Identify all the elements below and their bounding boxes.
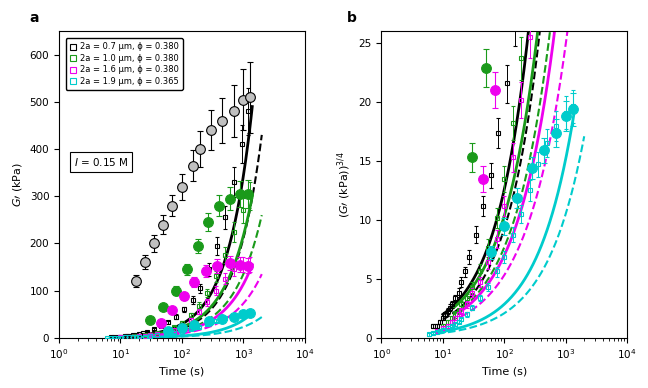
Text: b: b — [347, 11, 357, 25]
Y-axis label: $G\prime$ (kPa): $G\prime$ (kPa) — [11, 162, 24, 207]
Y-axis label: $(G\prime\ \mathrm{(kPa)})^{3/4}$: $(G\prime\ \mathrm{(kPa)})^{3/4}$ — [335, 151, 353, 218]
Text: a: a — [30, 11, 39, 25]
Legend: 2a = 0.7 μm, ϕ = 0.380, 2a = 1.0 μm, ϕ = 0.380, 2a = 1.6 μm, ϕ = 0.380, 2a = 1.9: 2a = 0.7 μm, ϕ = 0.380, 2a = 1.0 μm, ϕ =… — [65, 38, 183, 90]
X-axis label: Time (s): Time (s) — [481, 367, 527, 377]
X-axis label: Time (s): Time (s) — [159, 367, 205, 377]
Text: $I$ = 0.15 M: $I$ = 0.15 M — [74, 156, 128, 168]
